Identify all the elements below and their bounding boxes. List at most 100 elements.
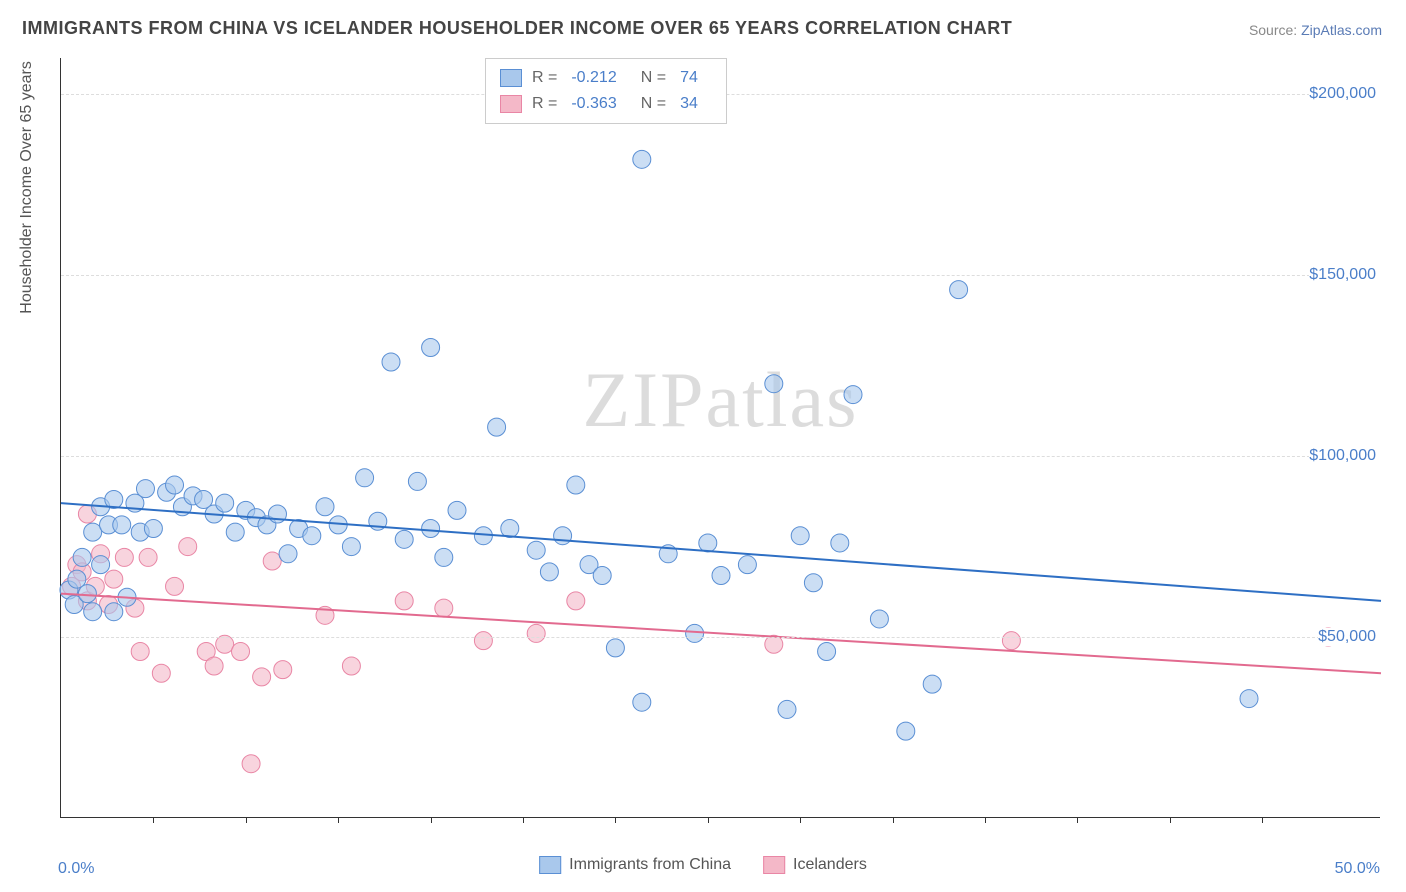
x-tick bbox=[1077, 817, 1078, 823]
trend-line bbox=[61, 503, 1381, 601]
data-point bbox=[778, 700, 796, 718]
n-value-0: 74 bbox=[680, 65, 698, 91]
chart-title: IMMIGRANTS FROM CHINA VS ICELANDER HOUSE… bbox=[22, 18, 1012, 39]
x-axis-min-label: 0.0% bbox=[58, 860, 94, 878]
x-axis-max-label: 50.0% bbox=[1335, 860, 1380, 878]
data-point bbox=[136, 480, 154, 498]
data-point bbox=[226, 523, 244, 541]
data-point bbox=[831, 534, 849, 552]
y-axis-title: Householder Income Over 65 years bbox=[18, 61, 36, 314]
source-prefix: Source: bbox=[1249, 22, 1301, 38]
data-point bbox=[1240, 690, 1258, 708]
stats-row-series-0: R = -0.212 N = 74 bbox=[500, 65, 712, 91]
data-point bbox=[633, 693, 651, 711]
r-label: R = bbox=[532, 65, 557, 91]
y-tick-label: $200,000 bbox=[1309, 85, 1382, 103]
legend-item-1: Icelanders bbox=[763, 856, 867, 874]
x-tick bbox=[1170, 817, 1171, 823]
data-point bbox=[593, 567, 611, 585]
data-point bbox=[501, 519, 519, 537]
data-point bbox=[699, 534, 717, 552]
y-tick-label: $100,000 bbox=[1309, 447, 1382, 465]
x-tick bbox=[431, 817, 432, 823]
data-point bbox=[205, 657, 223, 675]
n-label: N = bbox=[641, 91, 666, 117]
x-tick bbox=[893, 817, 894, 823]
r-value-0: -0.212 bbox=[571, 65, 616, 91]
stats-legend: R = -0.212 N = 74 R = -0.363 N = 34 bbox=[485, 58, 727, 124]
data-point bbox=[408, 472, 426, 490]
n-label: N = bbox=[641, 65, 666, 91]
data-point bbox=[540, 563, 558, 581]
data-point bbox=[422, 339, 440, 357]
data-point bbox=[897, 722, 915, 740]
legend-label-0: Immigrants from China bbox=[569, 856, 731, 874]
data-point bbox=[179, 538, 197, 556]
data-point bbox=[474, 632, 492, 650]
x-tick bbox=[1262, 817, 1263, 823]
x-tick bbox=[523, 817, 524, 823]
data-point bbox=[765, 375, 783, 393]
data-point bbox=[488, 418, 506, 436]
data-point bbox=[166, 476, 184, 494]
data-point bbox=[105, 603, 123, 621]
chart-source: Source: ZipAtlas.com bbox=[1249, 22, 1382, 38]
data-point bbox=[92, 556, 110, 574]
data-point bbox=[382, 353, 400, 371]
data-point bbox=[395, 530, 413, 548]
data-point bbox=[448, 501, 466, 519]
data-point bbox=[870, 610, 888, 628]
gridline bbox=[61, 275, 1380, 276]
data-point bbox=[342, 538, 360, 556]
data-point bbox=[166, 577, 184, 595]
legend-item-0: Immigrants from China bbox=[539, 856, 731, 874]
data-point bbox=[633, 150, 651, 168]
legend-label-1: Icelanders bbox=[793, 856, 867, 874]
data-point bbox=[105, 570, 123, 588]
data-point bbox=[686, 624, 704, 642]
data-point bbox=[78, 585, 96, 603]
plot-area: ZIPatlas $50,000$100,000$150,000$200,000 bbox=[60, 58, 1380, 818]
data-point bbox=[113, 516, 131, 534]
data-point bbox=[152, 664, 170, 682]
data-point bbox=[242, 755, 260, 773]
data-point bbox=[606, 639, 624, 657]
x-tick bbox=[338, 817, 339, 823]
data-point bbox=[316, 498, 334, 516]
data-point bbox=[84, 523, 102, 541]
data-point bbox=[274, 661, 292, 679]
r-label: R = bbox=[532, 91, 557, 117]
data-point bbox=[395, 592, 413, 610]
data-point bbox=[818, 643, 836, 661]
data-point bbox=[435, 548, 453, 566]
data-point bbox=[303, 527, 321, 545]
data-point bbox=[422, 519, 440, 537]
data-point bbox=[738, 556, 756, 574]
data-point bbox=[527, 624, 545, 642]
data-point bbox=[131, 643, 149, 661]
data-point bbox=[791, 527, 809, 545]
data-point bbox=[216, 494, 234, 512]
source-link[interactable]: ZipAtlas.com bbox=[1301, 22, 1382, 38]
y-tick-label: $150,000 bbox=[1309, 266, 1382, 284]
x-tick bbox=[708, 817, 709, 823]
data-point bbox=[527, 541, 545, 559]
data-point bbox=[356, 469, 374, 487]
data-point bbox=[1002, 632, 1020, 650]
legend-swatch-1 bbox=[763, 856, 785, 874]
data-point bbox=[567, 592, 585, 610]
gridline bbox=[61, 456, 1380, 457]
data-point bbox=[342, 657, 360, 675]
y-tick-label: $50,000 bbox=[1318, 628, 1382, 646]
data-point bbox=[844, 386, 862, 404]
data-point bbox=[567, 476, 585, 494]
x-tick bbox=[800, 817, 801, 823]
legend-swatch-0 bbox=[539, 856, 561, 874]
trend-line bbox=[61, 594, 1381, 674]
series-legend: Immigrants from China Icelanders bbox=[539, 856, 867, 874]
data-point bbox=[804, 574, 822, 592]
data-point bbox=[554, 527, 572, 545]
x-tick bbox=[615, 817, 616, 823]
swatch-series-0 bbox=[500, 69, 522, 87]
data-point bbox=[84, 603, 102, 621]
